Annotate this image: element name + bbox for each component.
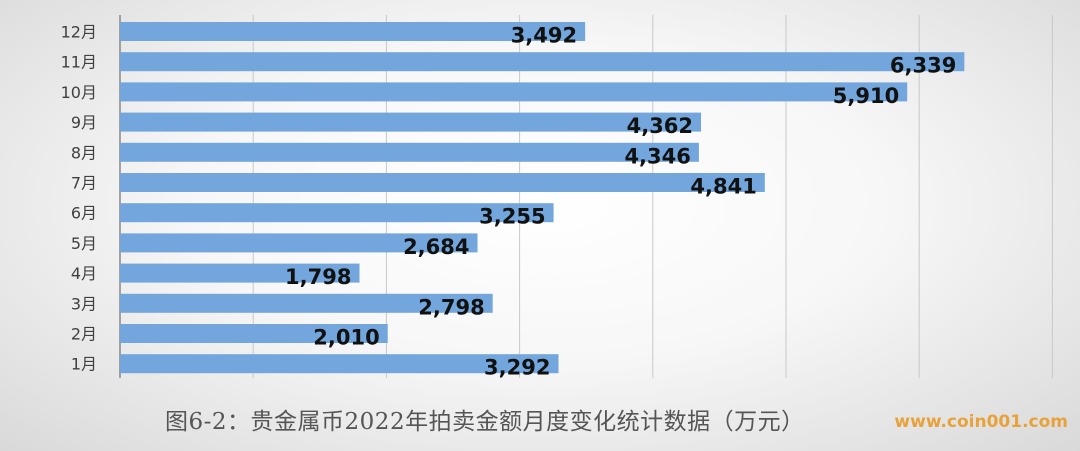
category-label: 11月 [61, 53, 97, 72]
category-label: 7月 [71, 174, 97, 193]
data-label: 3,292 [484, 356, 550, 380]
data-label: 5,910 [833, 84, 899, 108]
data-label: 4,346 [624, 144, 690, 168]
bar-9 [120, 112, 702, 132]
data-label: 4,362 [627, 114, 693, 138]
category-label: 3月 [71, 294, 97, 313]
bar-chart: 12月 11月 10月 9月 8月 7月 6月 5月 4月 3月 2月 1月 3,492 6,339 5,… [61, 15, 1053, 380]
data-label: 2,684 [403, 235, 469, 259]
bar-11 [120, 52, 965, 72]
category-label: 2月 [71, 325, 97, 344]
bar-7 [120, 173, 765, 192]
bar-6 [120, 203, 554, 223]
category-label: 1月 [71, 355, 97, 374]
category-labels: 12月 11月 10月 9月 8月 7月 6月 5月 4月 3月 2月 1月 [61, 23, 97, 374]
data-label: 4,841 [690, 175, 756, 199]
bar-3 [120, 293, 493, 313]
bar-1 [120, 354, 559, 374]
category-label: 10月 [61, 83, 97, 102]
category-label: 12月 [61, 23, 97, 42]
data-label: 2,010 [313, 326, 379, 350]
bar-8 [120, 142, 699, 162]
category-label: 8月 [71, 143, 97, 162]
data-label: 6,339 [890, 54, 956, 78]
bar-2 [120, 324, 388, 343]
bar-4 [120, 263, 360, 283]
data-label: 3,255 [479, 205, 545, 229]
category-label: 6月 [71, 204, 97, 223]
chart-caption: 图6-2：贵金属币2022年拍卖金额月度变化统计数据（万元） [165, 409, 805, 435]
bar-10 [120, 82, 908, 102]
category-label: 4月 [71, 264, 97, 283]
data-label: 2,798 [418, 295, 484, 319]
category-label: 5月 [71, 234, 97, 253]
watermark: www.coin001.com [894, 412, 1068, 432]
data-label: 1,798 [285, 265, 351, 289]
grid-lines [119, 15, 1053, 378]
bars [120, 22, 965, 374]
bar-12 [120, 22, 586, 41]
bar-5 [120, 233, 478, 253]
category-label: 9月 [71, 113, 97, 132]
data-label: 3,492 [511, 24, 577, 48]
